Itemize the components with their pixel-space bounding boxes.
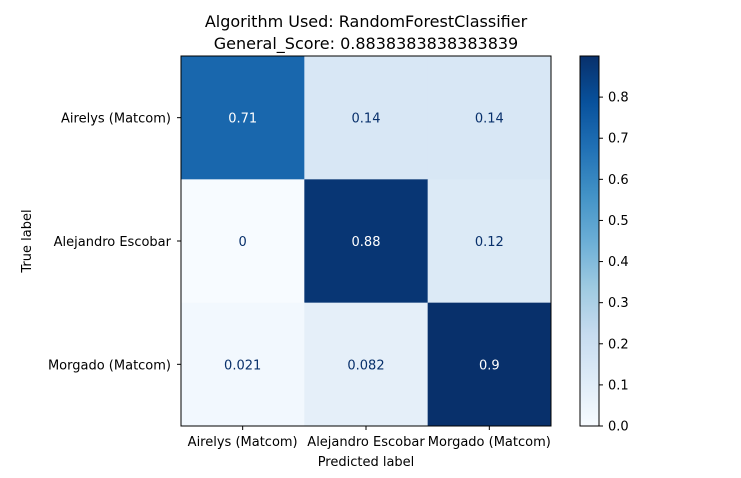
y-tick-label: Alejandro Escobar — [54, 235, 172, 250]
cell-value-label: 0.88 — [352, 235, 381, 250]
heatmap-cell — [304, 302, 429, 427]
heatmap-cell — [427, 179, 552, 304]
heatmap-cell — [181, 56, 305, 180]
x-tick-label: Airelys (Matcom) — [188, 435, 298, 450]
colorbar-tick-label: 0.1 — [608, 378, 629, 393]
y-tick-label: Airelys (Matcom) — [61, 112, 171, 127]
cell-value-label: 0.082 — [347, 358, 384, 373]
colorbar-ticks: 0.0 0.1 0.2 0.3 0.4 0.5 0.6 0.7 0.8 — [599, 91, 629, 435]
heatmap-cell — [181, 302, 305, 427]
cell-value-label: 0.14 — [475, 112, 504, 127]
cell-value-label: 0.14 — [352, 112, 381, 127]
colorbar-tick-label: 0.0 — [608, 420, 629, 435]
x-tick-label: Alejandro Escobar — [307, 435, 425, 450]
cell-value-label: 0 — [239, 235, 247, 250]
heatmap-cell-labels: 0.71 0.14 0.14 0 0.88 0.12 0.021 0.082 0.9 — [224, 112, 504, 374]
colorbar — [579, 55, 600, 427]
colorbar-tick-label: 0.2 — [608, 337, 629, 352]
y-axis-label: True label — [20, 209, 35, 273]
cell-value-label: 0.021 — [224, 358, 261, 373]
heatmap-cell — [427, 302, 552, 427]
y-tick-label: Morgado (Matcom) — [48, 358, 171, 373]
x-tick-label: Morgado (Matcom) — [428, 435, 551, 450]
colorbar-tick-label: 0.4 — [608, 255, 629, 270]
heatmap-cells — [181, 56, 552, 427]
cell-value-label: 0.9 — [479, 358, 500, 373]
heatmap-cell — [427, 56, 552, 180]
chart-title-line1: Algorithm Used: RandomForestClassifier — [205, 12, 528, 31]
colorbar-tick-label: 0.5 — [608, 214, 629, 229]
heatmap-cell — [181, 179, 305, 304]
colorbar-tick-label: 0.3 — [608, 296, 629, 311]
x-axis-ticks: Airelys (Matcom) Alejandro Escobar Morgado… — [188, 426, 551, 450]
heatmap-cell — [304, 56, 429, 180]
x-axis-label: Predicted label — [318, 455, 415, 470]
heatmap-cell — [304, 179, 429, 304]
cell-value-label: 0.12 — [475, 235, 504, 250]
colorbar-tick-label: 0.7 — [608, 132, 629, 147]
y-axis-ticks: Airelys (Matcom) Alejandro Escobar Morgado… — [48, 112, 181, 373]
cell-value-label: 0.71 — [228, 112, 257, 127]
colorbar-tick-label: 0.8 — [608, 91, 629, 106]
colorbar-tick-label: 0.6 — [608, 173, 629, 188]
chart-title-line2: General_Score: 0.8838383838383839 — [214, 34, 518, 54]
